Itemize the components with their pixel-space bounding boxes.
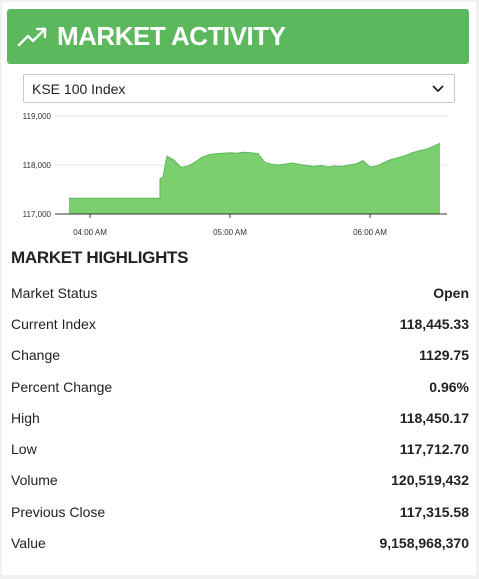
index-select-value: KSE 100 Index (32, 80, 126, 97)
index-chart: 117,000 118,000 119,000 04:00 AM 05:00 AM 06:… (23, 112, 447, 237)
market-activity-header: MARKET ACTIVITY (7, 9, 469, 64)
highlight-label: High (11, 409, 40, 426)
y-tick-label: 118,000 (23, 161, 52, 170)
highlight-label: Value (11, 535, 46, 552)
highlight-label: Market Status (11, 284, 98, 301)
highlight-value: 120,519,432 (391, 472, 469, 489)
highlight-value: 117,712.70 (399, 441, 469, 458)
highlight-row: Value 9,158,968,370 (11, 527, 469, 558)
x-tick-label: 05:00 AM (213, 228, 247, 237)
highlight-label: Change (11, 347, 61, 364)
index-line (69, 142, 441, 199)
highlight-row: Percent Change 0.96% (11, 371, 469, 402)
highlight-row: Previous Close 117,315.58 (11, 496, 469, 527)
highlight-value: 118,445.33 (399, 315, 469, 332)
highlight-row: Market Status Open (11, 277, 469, 308)
highlight-value: 118,450.17 (399, 409, 469, 426)
highlight-row: Low 117,712.70 (11, 433, 469, 464)
page-title: MARKET ACTIVITY (57, 21, 286, 51)
highlight-row: Current Index 118,445.33 (11, 308, 469, 339)
y-tick-label: 117,000 (23, 210, 52, 219)
highlight-label: Volume (11, 472, 58, 489)
highlight-label: Current Index (11, 315, 96, 332)
highlight-row: High 118,450.17 (11, 402, 469, 433)
market-highlights-table: Market Status Open Current Index 118,445.33… (11, 277, 469, 559)
index-select[interactable]: KSE 100 Index (23, 74, 455, 103)
highlight-label: Percent Change (11, 378, 113, 395)
trend-up-icon (17, 27, 47, 46)
market-highlights-title: MARKET HIGHLIGHTS (11, 248, 189, 267)
highlight-value: 0.96% (429, 378, 469, 395)
highlight-label: Low (11, 441, 37, 458)
index-area (69, 143, 440, 214)
highlight-label: Previous Close (11, 503, 106, 520)
x-tick-label: 06:00 AM (353, 228, 387, 237)
y-tick-label: 119,000 (23, 112, 52, 121)
chevron-down-icon (432, 85, 444, 92)
highlight-row: Volume 120,519,432 (11, 465, 469, 496)
highlight-value: 117,315.58 (399, 503, 469, 520)
x-tick-label: 04:00 AM (73, 228, 107, 237)
highlight-value: Open (433, 284, 469, 301)
highlight-value: 1129.75 (419, 347, 469, 364)
highlight-row: Change 1129.75 (11, 340, 469, 371)
highlight-value: 9,158,968,370 (379, 535, 469, 552)
